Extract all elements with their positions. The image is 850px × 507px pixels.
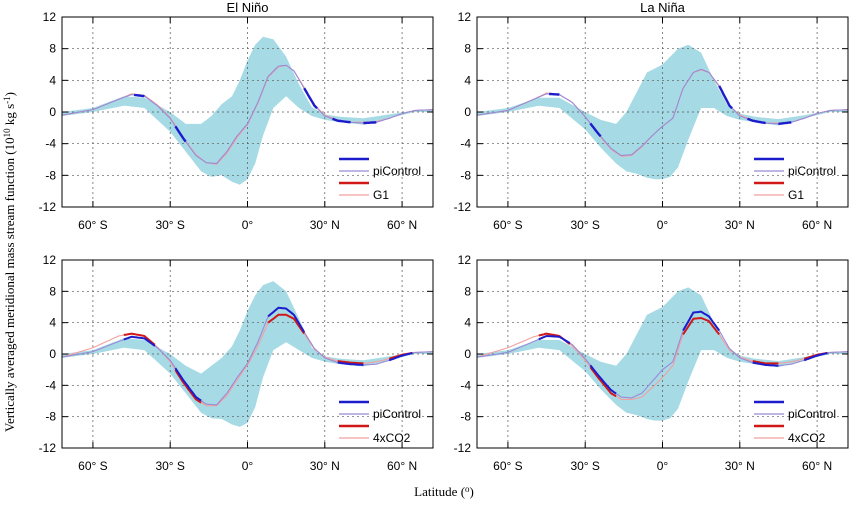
series-segment-picontrol (123, 335, 156, 347)
y-tick-label: -4 (460, 378, 471, 392)
legend: piControl 4xCO2 (754, 400, 836, 445)
legend-label-picontrol: piControl (788, 164, 836, 178)
y-tick-label: -4 (45, 378, 56, 392)
y-tick-label: 0 (49, 347, 56, 361)
y-tick-label: -12 (454, 200, 472, 214)
legend: piControl 4xCO2 (339, 400, 421, 445)
x-tick-label: 60° N (387, 459, 417, 473)
x-tick-label: 30° N (725, 459, 755, 473)
series-segment-picontrol (267, 306, 306, 333)
series-segment-picontrol (303, 87, 318, 110)
series-segment-picontrol (718, 85, 733, 110)
x-tick-label: 30° S (155, 459, 184, 473)
series-segment-picontrol (747, 117, 766, 125)
x-tick-label: 30° S (570, 218, 599, 232)
series-segment-picontrol (803, 352, 828, 362)
x-tick-label: 60° N (802, 218, 832, 232)
x-tick-label: 30° S (155, 218, 184, 232)
series-segment-picontrol (337, 361, 364, 366)
y-tick-label: -12 (39, 441, 57, 455)
series-segment-picontrol (332, 117, 351, 124)
series-segment-picontrol (388, 352, 413, 362)
series-segment-picontrol (538, 334, 571, 344)
y-tick-label: 12 (43, 10, 57, 24)
series-segment-picontrol (174, 367, 202, 402)
series-segment-4xco2 (682, 316, 720, 336)
y-axis-label: Vertically averaged meridional mass stre… (2, 92, 17, 432)
y-tick-label: 8 (464, 284, 471, 298)
y-tick-label: 8 (464, 42, 471, 56)
legend-label-experiment: G1 (788, 188, 804, 202)
series-segment-picontrol (133, 93, 145, 98)
panel-title: El Niño (227, 0, 269, 15)
y-tick-label: 4 (464, 73, 471, 87)
x-axis-label: Latitude (o) (414, 484, 474, 499)
series-segment-picontrol (174, 125, 187, 143)
y-tick-label: 4 (49, 316, 56, 330)
y-tick-label: 4 (49, 73, 56, 87)
y-tick-label: -8 (45, 168, 56, 182)
x-tick-label: 30° S (570, 459, 599, 473)
series-segment-picontrol (778, 121, 792, 126)
legend-label-experiment: G1 (373, 188, 389, 202)
panel-title: La Niña (640, 0, 686, 15)
y-tick-label: -8 (460, 410, 471, 424)
x-tick-label: 0° (242, 459, 254, 473)
y-tick-label: 0 (464, 347, 471, 361)
y-tick-label: -8 (460, 168, 471, 182)
legend-label-experiment: 4xCO2 (373, 431, 411, 445)
chart-panel-4: 12 8 4 0 -4 -8 -12 60° S 30° S 0° 30° N 60° N piCont… (454, 253, 849, 473)
series-segment-4xco2 (174, 369, 202, 404)
legend: piControl G1 (754, 157, 836, 202)
y-tick-label: 4 (464, 316, 471, 330)
y-tick-label: 0 (464, 105, 471, 119)
x-tick-label: 60° S (493, 218, 522, 232)
series-segment-4xco2 (337, 360, 364, 365)
y-tick-label: 12 (458, 253, 472, 267)
series-segment-4xco2 (589, 366, 617, 398)
series-segment-4xco2 (267, 313, 306, 335)
series-segment-4xco2 (752, 360, 779, 365)
chart-panel-1: 12 8 4 0 -4 -8 -12 60° S 30° S 0° 30° N 60° N El Niñ… (39, 0, 434, 232)
legend-label-picontrol: piControl (373, 164, 421, 178)
y-tick-label: 8 (49, 284, 56, 298)
series-segment-picontrol (549, 92, 560, 96)
x-tick-label: 60° N (802, 459, 832, 473)
series-segment-4xco2 (123, 332, 156, 346)
y-tick-label: -8 (45, 410, 56, 424)
y-tick-label: -4 (460, 137, 471, 151)
series-segment-picontrol (752, 361, 779, 367)
chart-panel-2: 12 8 4 0 -4 -8 -12 60° S 30° S 0° 30° N 60° N La Niñ… (454, 0, 849, 232)
legend-label-picontrol: piControl (373, 407, 421, 421)
chart-panel-3: 12 8 4 0 -4 -8 -12 60° S 30° S 0° 30° N 60° N piCont… (39, 253, 434, 473)
y-tick-label: -12 (454, 441, 472, 455)
x-tick-label: 0° (242, 218, 254, 232)
series-segment-picontrol (589, 122, 602, 138)
series-segment-picontrol (589, 364, 617, 395)
x-tick-label: 60° S (493, 459, 522, 473)
spread-band (62, 36, 433, 185)
y-tick-label: -4 (45, 137, 56, 151)
legend: piControl G1 (339, 157, 421, 202)
y-tick-label: 0 (49, 105, 56, 119)
y-tick-label: 12 (458, 10, 472, 24)
x-tick-label: 0° (657, 459, 669, 473)
legend-label-picontrol: piControl (788, 407, 836, 421)
y-tick-label: -12 (39, 200, 57, 214)
x-tick-label: 30° N (725, 218, 755, 232)
x-tick-label: 30° N (310, 459, 340, 473)
x-tick-label: 30° N (310, 218, 340, 232)
y-tick-label: 12 (43, 253, 57, 267)
x-tick-label: 60° N (387, 218, 417, 232)
x-tick-label: 60° S (78, 218, 107, 232)
x-tick-label: 0° (657, 218, 669, 232)
series-segment-picontrol (682, 310, 721, 332)
legend-label-experiment: 4xCO2 (788, 431, 826, 445)
y-tick-label: 8 (49, 42, 56, 56)
x-tick-label: 60° S (78, 459, 107, 473)
series-segment-picontrol (363, 121, 377, 125)
